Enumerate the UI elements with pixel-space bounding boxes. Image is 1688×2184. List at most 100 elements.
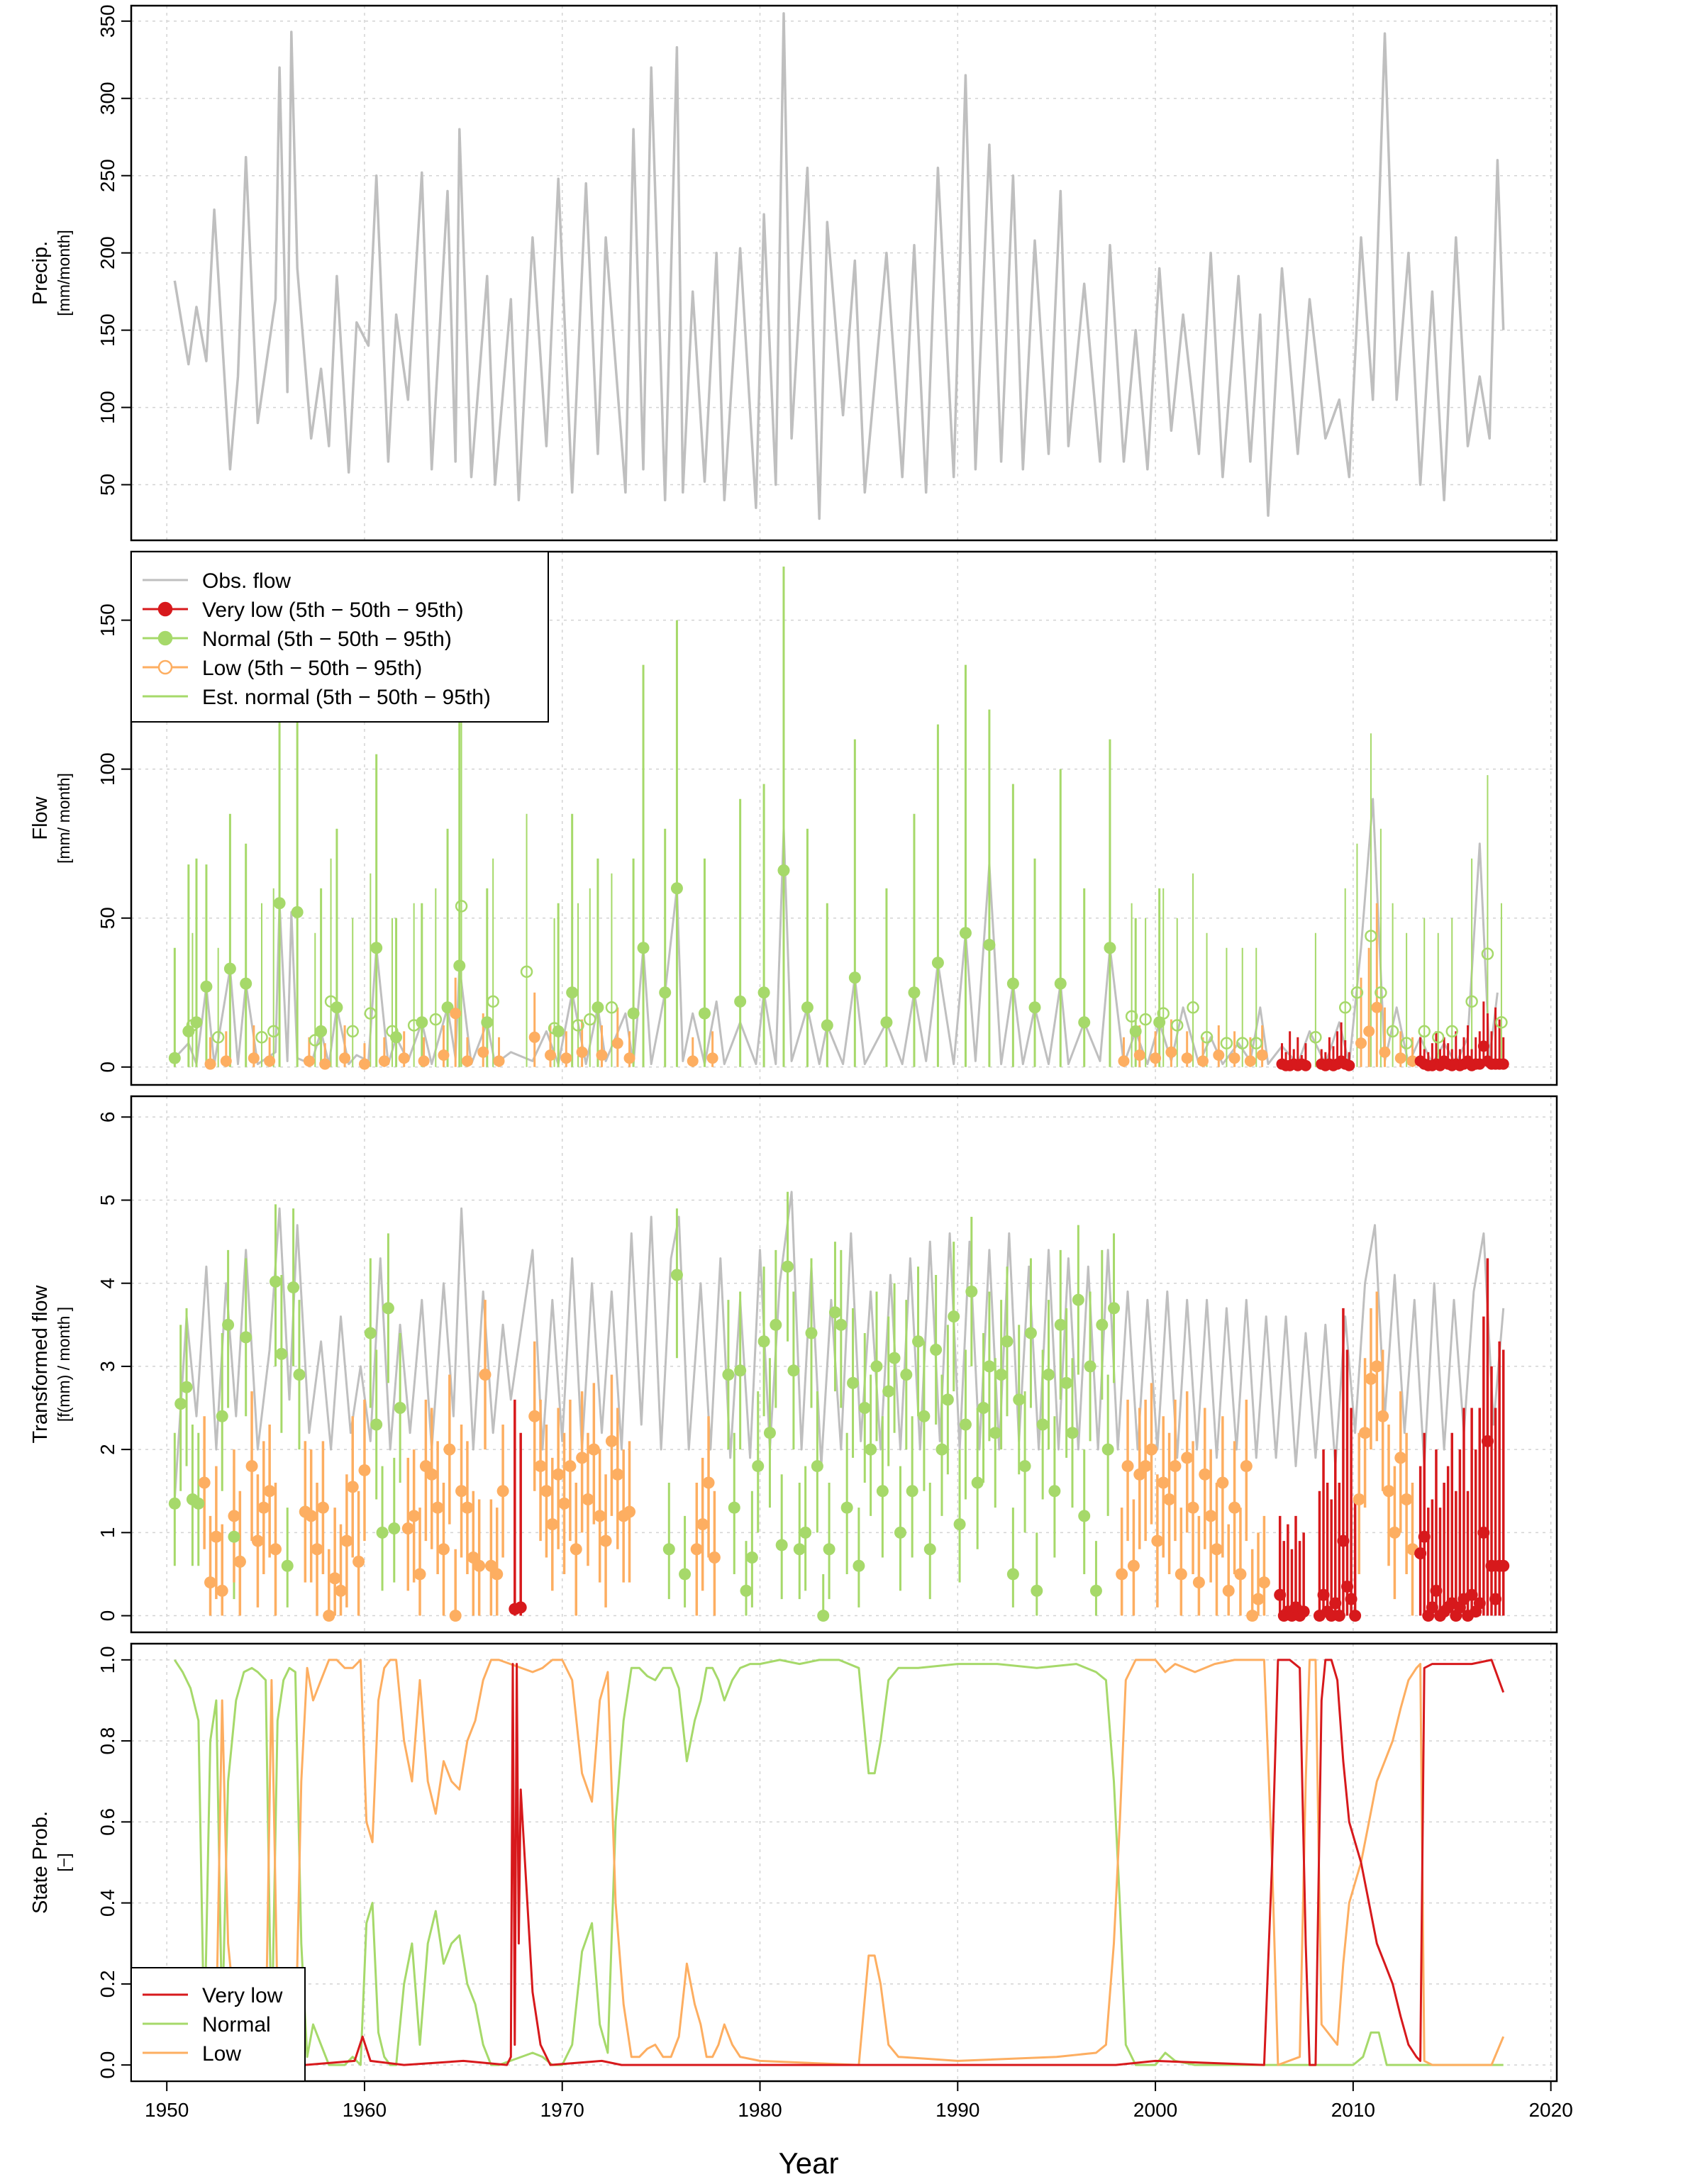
y-tick-label: 0.6: [96, 1808, 118, 1836]
normal-median-point: [847, 1376, 860, 1389]
normal-median-point: [923, 1543, 936, 1556]
very-low-median-point: [1465, 1588, 1478, 1601]
low-median-point: [1196, 1055, 1209, 1067]
y-axis-unit: [mm/ month]: [55, 773, 73, 864]
normal-median-point: [959, 1418, 972, 1431]
low-median-point: [340, 1534, 353, 1547]
normal-median-point: [918, 1410, 931, 1422]
x-axis-label: Year: [779, 2146, 839, 2180]
normal-median-point: [216, 1410, 228, 1422]
low-median-point: [1213, 1049, 1225, 1061]
normal-median-point: [679, 1568, 692, 1581]
low-median-point: [335, 1584, 348, 1597]
low-median-point: [438, 1049, 450, 1061]
normal-median-point: [900, 1369, 913, 1381]
low-median-point: [1151, 1534, 1164, 1547]
low-median-point: [1169, 1460, 1182, 1473]
low-median-point: [1127, 1559, 1140, 1572]
est-normal-median-point: [548, 1022, 561, 1035]
very-low-median-point: [1297, 1605, 1310, 1618]
low-median-point: [443, 1443, 456, 1456]
panel-border: [130, 550, 1558, 1086]
low-median-point: [210, 1530, 223, 1543]
low-median-point: [1228, 1052, 1240, 1064]
very-low-median-point: [1473, 1597, 1486, 1610]
low-median-point: [582, 1493, 594, 1505]
low-median-point: [528, 1031, 540, 1043]
normal-median-point: [828, 1306, 841, 1319]
y-axis-unit: [f(mm) / month ]: [55, 1307, 73, 1422]
flow-legend: Obs. flow Very low (5th − 50th − 95th) Nor…: [131, 551, 549, 723]
low-median-point: [323, 1610, 335, 1622]
normal-median-point: [291, 906, 304, 918]
est-normal-median-point: [1170, 1019, 1184, 1032]
est-normal-median-point: [364, 1007, 377, 1020]
low-median-point: [623, 1505, 636, 1518]
very-low-median-point: [1477, 1526, 1490, 1539]
low-median-point: [1365, 1373, 1377, 1386]
normal-median-point: [848, 971, 861, 984]
est-normal-median-point: [309, 1034, 322, 1047]
est-normal-median-point: [1220, 1037, 1233, 1049]
low-median-point: [198, 1476, 211, 1489]
low-median-point: [1234, 1568, 1247, 1581]
very-low-median-point: [1477, 1040, 1489, 1052]
low-median-point: [1371, 1001, 1383, 1013]
low-median-point: [477, 1046, 489, 1058]
normal-median-point: [801, 1001, 814, 1014]
very-low-median-point: [1349, 1610, 1362, 1622]
low-median-point: [305, 1510, 318, 1522]
normal-median-point: [1054, 977, 1067, 990]
very-low-median-point: [1343, 1059, 1355, 1071]
y-tick-label: 100: [96, 752, 118, 786]
y-tick-label: 6: [96, 1112, 118, 1123]
very-low-median-point: [1345, 1593, 1357, 1605]
low-median-point: [358, 1058, 370, 1070]
low-median-point: [1157, 1476, 1170, 1489]
low-median-point: [449, 1610, 462, 1622]
low-median-point: [570, 1543, 582, 1556]
low-median-point: [346, 1481, 359, 1493]
normal-median-point: [168, 1052, 181, 1064]
low-median-point: [263, 1485, 276, 1498]
normal-median-point: [989, 1427, 1001, 1439]
normal-median-point: [1096, 1318, 1109, 1331]
low-median-point: [418, 1055, 430, 1067]
normal-median-point: [1089, 1584, 1102, 1597]
very-low-median-point: [1414, 1547, 1427, 1560]
x-tick-label: 1960: [343, 2099, 387, 2121]
normal-median-point: [1001, 1335, 1014, 1348]
low-median-point: [1199, 1468, 1211, 1481]
low-median-point: [419, 1460, 432, 1473]
normal-median-point: [870, 1360, 883, 1373]
normal-median-point: [228, 1530, 240, 1543]
low-median-point: [1377, 1410, 1389, 1422]
normal-median-point: [1036, 1418, 1049, 1431]
low-median-point: [594, 1510, 606, 1522]
low-median-point: [493, 1055, 505, 1067]
est-normal-median-point: [1431, 1031, 1445, 1044]
normal-median-point: [481, 1016, 494, 1029]
x-axis: 1950 1960 1970 1980 1990 2000 2010 2020: [145, 2080, 1573, 2121]
low-median-point: [706, 1052, 718, 1064]
normal-median-point: [1078, 1016, 1091, 1029]
low-median-point: [1379, 1046, 1391, 1058]
normal-median-point: [698, 1007, 711, 1020]
low-median-point: [1394, 1052, 1406, 1064]
low-median-point: [1252, 1593, 1265, 1605]
low-median-point: [264, 1055, 276, 1067]
normal-median-point: [670, 1269, 683, 1281]
y-tick-label: 1: [96, 1527, 118, 1539]
state-prob-line-0: [174, 1659, 1505, 2066]
y-axis-title: Flow: [29, 796, 52, 840]
normal-median-point: [959, 927, 972, 940]
normal-median-point: [1054, 1318, 1067, 1331]
normal-median-point: [805, 1327, 818, 1339]
low-median-point: [484, 1559, 497, 1572]
normal-median-point: [782, 1260, 794, 1273]
est-normal-median-point: [1465, 995, 1478, 1008]
legend-label: Low: [202, 2042, 241, 2066]
low-median-point: [352, 1555, 365, 1568]
normal-median-point: [823, 1543, 835, 1556]
low-median-point: [401, 1522, 414, 1534]
